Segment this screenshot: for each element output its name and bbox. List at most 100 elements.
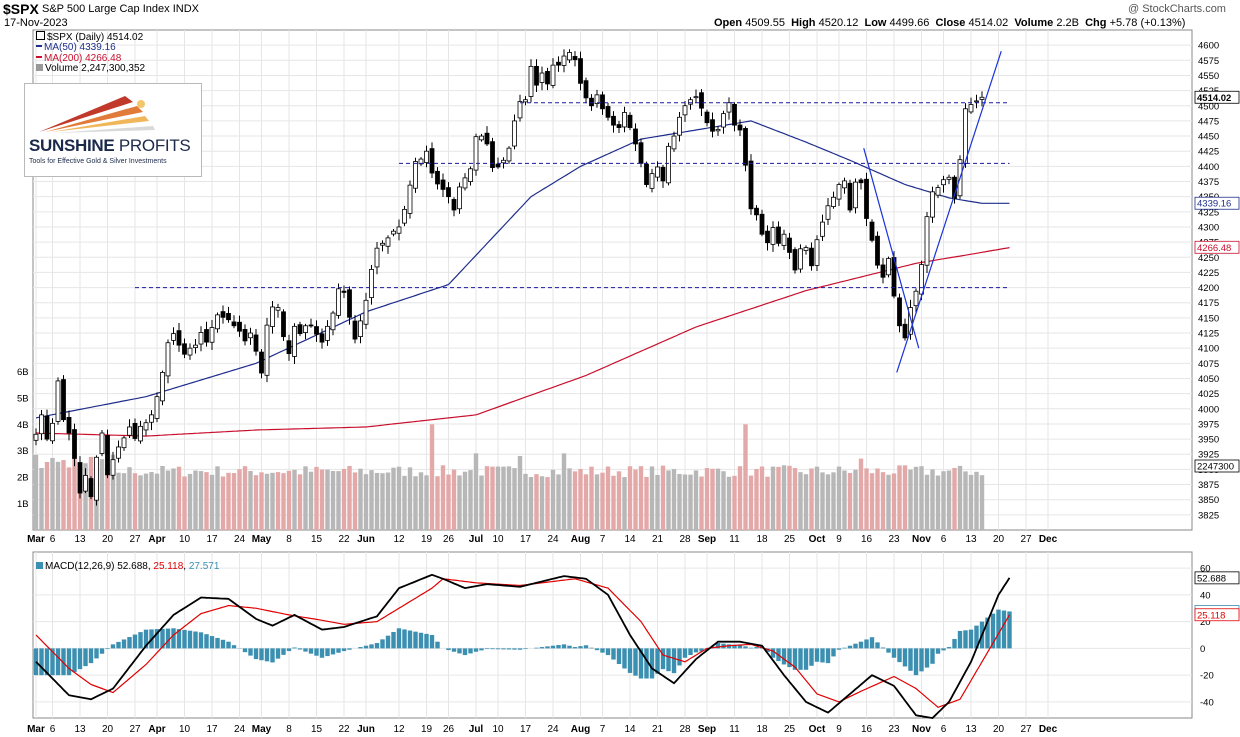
macd-histogram-bar bbox=[908, 648, 913, 671]
x-tick-label: Apr bbox=[148, 724, 165, 735]
macd-histogram-bar bbox=[886, 648, 891, 653]
macd-histogram-bar bbox=[655, 648, 660, 674]
macd-histogram-bar bbox=[127, 637, 132, 649]
volume-bar bbox=[732, 475, 737, 530]
macd-histogram-bar bbox=[627, 648, 633, 673]
y-tick-label: 4450 bbox=[1198, 132, 1219, 143]
volume-bar bbox=[242, 466, 248, 530]
x-tick-label: 10 bbox=[179, 724, 191, 735]
volume-bar bbox=[594, 474, 600, 530]
macd-histogram-bar bbox=[605, 648, 611, 656]
macd-tick-label: -20 bbox=[1200, 671, 1214, 682]
macd-histogram-bar bbox=[864, 639, 869, 649]
volume-bar bbox=[842, 470, 847, 530]
candle-body bbox=[825, 205, 831, 220]
candle-body bbox=[550, 64, 556, 86]
volume-bar bbox=[539, 476, 545, 530]
volume-bar bbox=[314, 466, 319, 530]
volume-bar bbox=[457, 475, 462, 530]
y-tick-label: 4600 bbox=[1198, 41, 1219, 52]
volume-bar bbox=[699, 476, 704, 530]
candle-body bbox=[770, 227, 776, 245]
candle-body bbox=[743, 128, 748, 166]
macd-histogram-bar bbox=[765, 648, 770, 653]
volume-value: 2.2B bbox=[1056, 17, 1079, 29]
candle-body bbox=[897, 297, 902, 327]
candle-body bbox=[479, 135, 484, 141]
volume-bar bbox=[941, 471, 946, 530]
candle-body bbox=[759, 213, 765, 235]
volume-bar bbox=[688, 474, 693, 530]
candle-body bbox=[946, 176, 952, 180]
x-tick-label: 13 bbox=[965, 724, 977, 735]
x-tick-label: 14 bbox=[624, 534, 636, 545]
x-tick-label: 24 bbox=[234, 724, 246, 735]
volume-bar bbox=[875, 468, 880, 530]
candle-body bbox=[187, 347, 193, 356]
chg-label: Chg bbox=[1085, 17, 1107, 29]
macd-histogram-bar bbox=[209, 636, 215, 649]
candle-body bbox=[710, 119, 715, 132]
candle-body bbox=[451, 199, 457, 211]
volume-bar bbox=[501, 466, 506, 530]
macd-histogram-bar bbox=[688, 648, 693, 656]
candle-body bbox=[831, 196, 836, 207]
low-value: 4499.66 bbox=[889, 17, 930, 29]
volume-bar bbox=[72, 458, 77, 530]
macd-histogram-bar bbox=[902, 648, 908, 667]
candle-body bbox=[556, 61, 561, 66]
close-label: Close bbox=[935, 17, 966, 29]
y-tick-label: 4425 bbox=[1198, 147, 1219, 158]
volume-bar bbox=[847, 472, 853, 530]
macd-histogram-bar bbox=[809, 648, 814, 666]
volume-bar bbox=[952, 467, 957, 530]
macd-histogram-bar bbox=[72, 648, 77, 673]
volume-bar bbox=[402, 475, 407, 530]
candle-body bbox=[418, 158, 424, 165]
macd-histogram-bar bbox=[842, 647, 847, 649]
macd-histogram-bar bbox=[292, 647, 297, 649]
macd-histogram-bar bbox=[446, 648, 451, 651]
volume-bar bbox=[671, 469, 677, 530]
macd-histogram-bar bbox=[94, 648, 99, 659]
macd-histogram-bar bbox=[803, 648, 809, 670]
y-tick-label: 4500 bbox=[1198, 101, 1219, 112]
watermark: @ StockCharts.com bbox=[1128, 3, 1226, 15]
macd-histogram-bar bbox=[297, 648, 303, 650]
macd-histogram-bar bbox=[594, 648, 600, 651]
x-tick-label: 6 bbox=[941, 534, 947, 545]
macd-histogram-bar bbox=[457, 648, 462, 654]
volume-bar bbox=[644, 476, 649, 530]
macd-histogram-bar bbox=[649, 648, 655, 679]
volume-bar bbox=[781, 465, 787, 530]
logo-tagline: Tools for Effective Gold & Silver Invest… bbox=[29, 158, 167, 165]
candle-body bbox=[132, 422, 138, 439]
candle-body bbox=[424, 150, 429, 163]
y-tick-label: 4375 bbox=[1198, 177, 1219, 188]
volume-bar bbox=[473, 453, 479, 530]
logo-name-bold: SUNSHINE bbox=[29, 136, 115, 155]
macd-histogram-bar bbox=[968, 629, 974, 649]
macd-histogram-bar bbox=[644, 648, 649, 679]
macd-histogram-bar bbox=[77, 648, 83, 670]
macd-tick-label: -40 bbox=[1200, 697, 1214, 708]
price-value-label-box bbox=[1194, 90, 1240, 104]
macd-histogram-bar bbox=[347, 648, 352, 650]
macd-tick-label: 0 bbox=[1200, 644, 1205, 655]
candle-body bbox=[330, 312, 336, 331]
volume-bar bbox=[820, 472, 825, 530]
volume-bar bbox=[825, 474, 831, 530]
candle-body bbox=[616, 124, 622, 128]
y-tick-label: 4575 bbox=[1198, 56, 1219, 67]
volume-bar bbox=[528, 477, 534, 530]
volume-bar bbox=[677, 473, 682, 530]
candle-body bbox=[726, 102, 732, 113]
x-tick-label: Apr bbox=[148, 534, 165, 545]
x-tick-label: 15 bbox=[311, 534, 323, 545]
volume-bar bbox=[616, 471, 622, 530]
volume-bar bbox=[759, 466, 765, 530]
candle-body bbox=[341, 290, 347, 293]
y-tick-label: 4000 bbox=[1198, 404, 1219, 415]
volume-bar bbox=[655, 474, 660, 530]
macd-histogram-bar bbox=[341, 648, 347, 652]
